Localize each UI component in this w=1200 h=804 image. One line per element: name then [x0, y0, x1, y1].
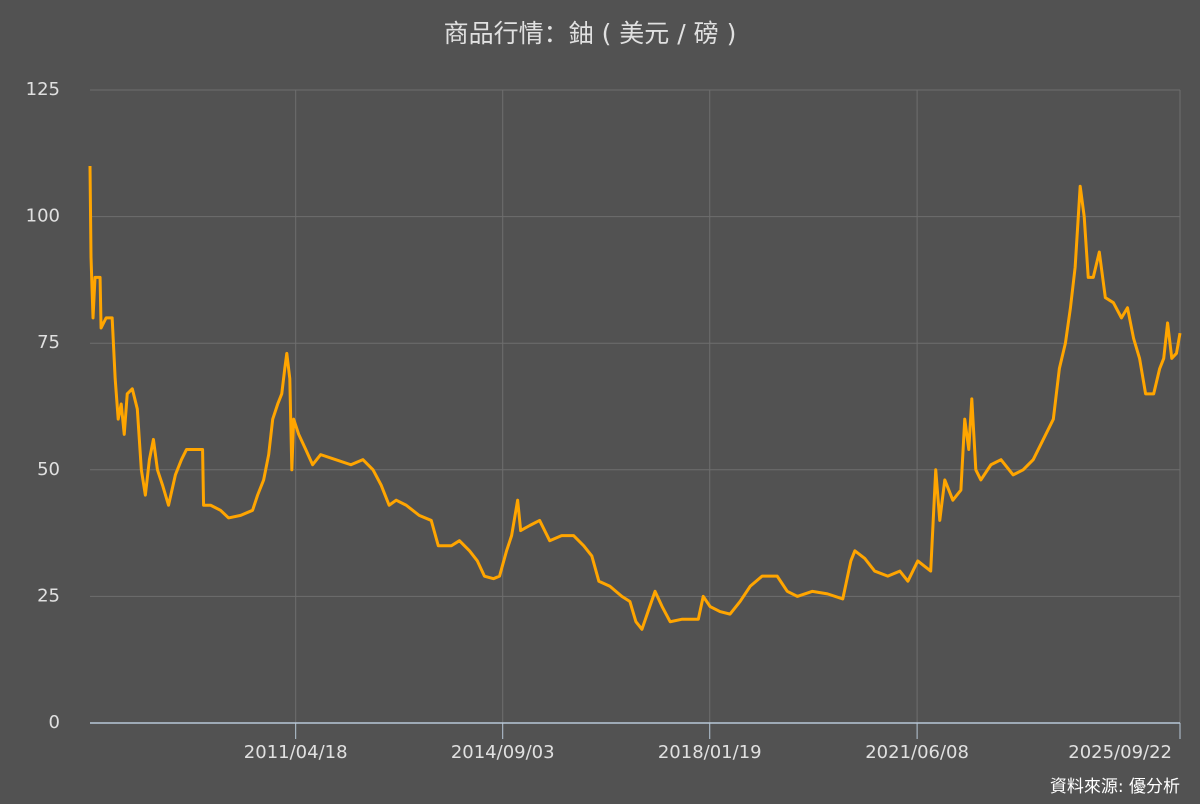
y-tick-label: 0 — [49, 712, 60, 733]
y-tick-label: 25 — [37, 585, 60, 606]
y-tick-label: 100 — [26, 206, 60, 227]
x-tick-label: 2011/04/18 — [244, 742, 348, 763]
x-tick-label: 2025/09/22 — [1068, 742, 1172, 763]
data-line — [88, 165, 1182, 631]
y-tick-label: 50 — [37, 459, 60, 480]
y-tick-label: 75 — [37, 332, 60, 353]
x-tick-label: 2021/06/08 — [865, 742, 969, 763]
x-tick-label: 2018/01/19 — [658, 742, 762, 763]
x-tick-label: 2014/09/03 — [451, 742, 555, 763]
source-note: 資料來源: 優分析 — [1050, 777, 1180, 797]
chart-title: 商品行情：鈾 ( 美元 / 磅 ) — [444, 19, 737, 48]
y-tick-label: 125 — [26, 79, 60, 100]
